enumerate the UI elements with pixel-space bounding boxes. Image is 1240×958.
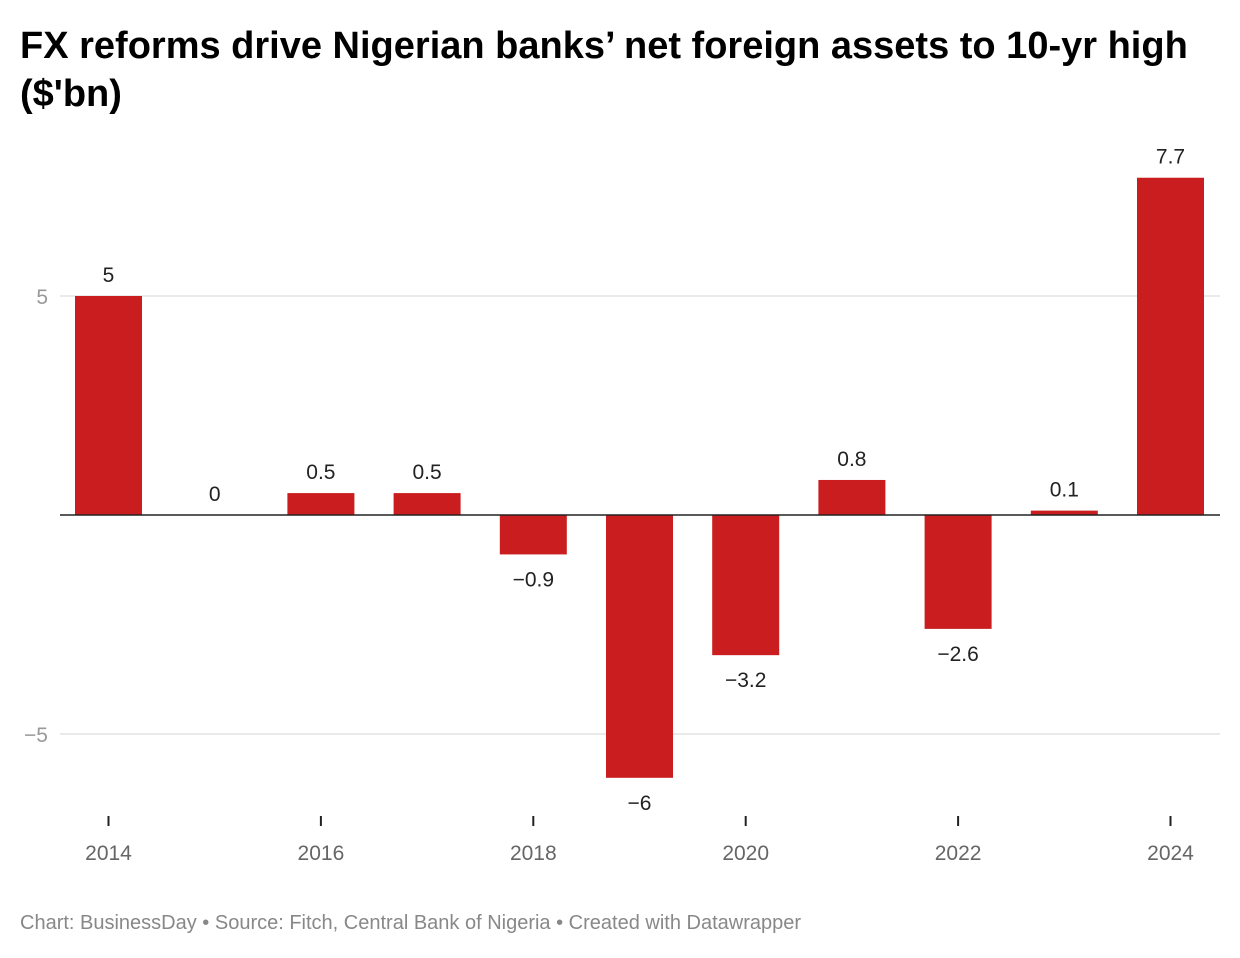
data-label-2024: 7.7 (1156, 146, 1185, 169)
data-label-2020: −3.2 (725, 669, 766, 692)
chart-title: FX reforms drive Nigerian banks’ net for… (20, 25, 1188, 115)
data-label-2023: 0.1 (1050, 479, 1079, 502)
y-tick-label: −5 (24, 724, 48, 747)
chart-footer: Chart: BusinessDay • Source: Fitch, Cent… (20, 912, 802, 934)
bar-2023 (1030, 510, 1098, 515)
x-tick-label: 2018 (510, 842, 557, 865)
data-label-2014: 5 (103, 264, 115, 287)
data-label-2021: 0.8 (837, 448, 866, 471)
bar-2022 (924, 515, 992, 629)
bar-2020 (712, 515, 780, 656)
bar-2017 (393, 493, 461, 515)
x-tick-label: 2020 (722, 842, 769, 865)
x-tick-label: 2022 (935, 842, 982, 865)
data-label-2015: 0 (209, 483, 221, 506)
data-label-2017: 0.5 (412, 461, 441, 484)
x-tick-label: 2016 (298, 842, 345, 865)
data-label-2022: −2.6 (937, 643, 978, 666)
bar-2018 (499, 515, 567, 555)
data-label-2018: −0.9 (513, 568, 554, 591)
bar-2016 (287, 493, 355, 515)
y-tick-label: 5 (36, 286, 48, 309)
x-tick-label: 2024 (1147, 842, 1194, 865)
data-label-2019: −6 (628, 792, 652, 815)
bar-2024 (1137, 177, 1204, 516)
data-label-2016: 0.5 (306, 461, 335, 484)
bar-2021 (818, 479, 886, 515)
bar-2019 (606, 515, 673, 778)
bar-2014 (75, 296, 142, 515)
x-tick-label: 2014 (85, 842, 132, 865)
